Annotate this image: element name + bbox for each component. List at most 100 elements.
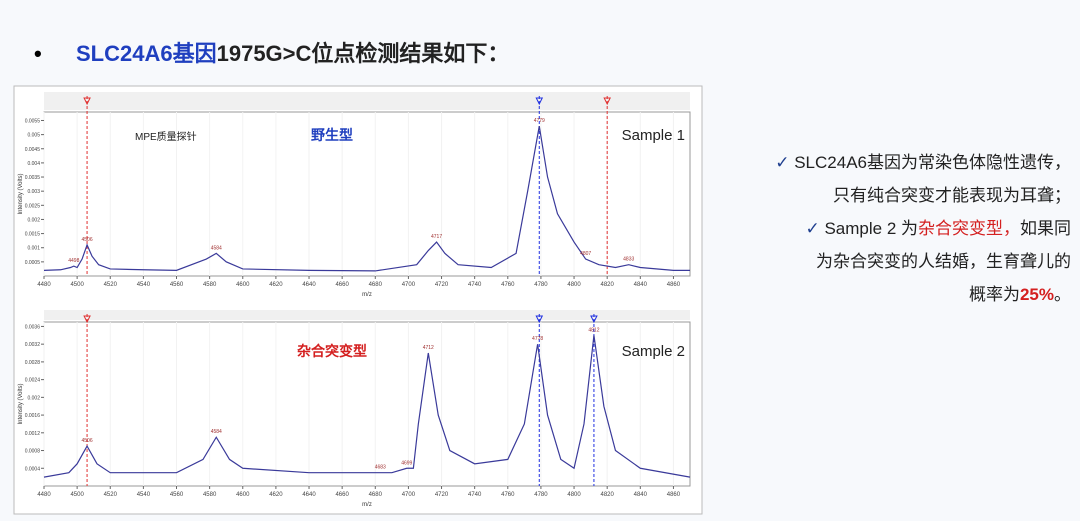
x-tick-label: 4680 <box>369 492 383 498</box>
peak-label: 4779 <box>534 118 545 124</box>
note-text: 如果同 <box>1020 219 1071 238</box>
x-tick-label: 4500 <box>70 282 84 288</box>
y-tick-label: 0.002 <box>27 395 40 401</box>
plot-area <box>43 111 691 277</box>
x-tick-label: 4760 <box>501 492 515 498</box>
y-tick-label: 0.0004 <box>25 466 41 472</box>
x-tick-label: 4680 <box>369 282 383 288</box>
peak-label: 4778 <box>532 336 543 342</box>
annotation: 杂合突变型 <box>297 343 367 359</box>
marker-head <box>590 315 598 324</box>
y-tick-label: 0.0035 <box>25 175 41 181</box>
x-tick-label: 4580 <box>203 492 217 498</box>
plot-area <box>43 321 691 487</box>
marker-head <box>535 315 544 324</box>
x-tick-label: 4520 <box>104 492 118 498</box>
peak-label: 4506 <box>82 237 93 243</box>
y-tick-label: 0.0024 <box>25 378 41 384</box>
x-tick-label: 4840 <box>634 492 648 498</box>
x-axis-label: m/z <box>362 292 372 298</box>
x-tick-label: 4540 <box>137 492 151 498</box>
peak-label: 4584 <box>211 245 222 251</box>
peak-label: 4584 <box>211 429 222 435</box>
x-tick-label: 4500 <box>70 492 84 498</box>
note-line: ✓ Sample 2 为杂合突变型，如果同 <box>745 212 1071 245</box>
x-tick-label: 4660 <box>335 282 349 288</box>
x-tick-label: 4700 <box>402 492 416 498</box>
y-tick-label: 0.001 <box>27 246 40 252</box>
annotation: Sample 1 <box>622 127 685 144</box>
y-tick-label: 0.0032 <box>25 342 41 348</box>
note-line: ✓ SLC24A6基因为常染色体隐性遗传， <box>745 146 1071 179</box>
annotation: Sample 2 <box>622 343 685 360</box>
y-tick-label: 0.003 <box>27 189 40 195</box>
slide-title: • SLC24A6基因1975G>C位点检测结果如下： <box>34 36 509 68</box>
peak-label: 4712 <box>423 345 434 351</box>
x-tick-label: 4600 <box>236 492 250 498</box>
x-tick-label: 4760 <box>501 282 515 288</box>
x-tick-label: 4800 <box>567 282 581 288</box>
y-tick-label: 0.0008 <box>25 449 41 455</box>
annotation: 野生型 <box>311 127 353 143</box>
note-line: 只有纯合突变才能表现为耳聋； <box>745 179 1071 212</box>
peak-label: 4506 <box>82 438 93 444</box>
note-text: Sample 2 为 <box>824 219 918 238</box>
peak-label: 4812 <box>588 327 599 333</box>
marker-strip <box>44 92 690 110</box>
x-tick-label: 4640 <box>302 492 316 498</box>
x-tick-label: 4620 <box>269 492 283 498</box>
x-tick-label: 4740 <box>468 492 482 498</box>
note-line: 概率为25%。 <box>745 278 1071 311</box>
title-part: 1975G>C位点检测结果如下： <box>216 41 510 66</box>
x-tick-label: 4820 <box>600 492 614 498</box>
x-tick-label: 4620 <box>269 282 283 288</box>
x-tick-label: 4640 <box>302 282 316 288</box>
y-tick-label: 0.0036 <box>25 324 41 330</box>
x-tick-label: 4520 <box>104 282 118 288</box>
y-tick-label: 0.005 <box>27 133 40 139</box>
note-text: 。 <box>1054 285 1071 304</box>
bullet: • <box>34 41 42 66</box>
note-text: 为杂合突变的人结婚，生育聋儿的 <box>816 252 1071 271</box>
x-tick-label: 4480 <box>37 492 51 498</box>
x-tick-label: 4560 <box>170 492 184 498</box>
peak-label: 4699 <box>401 460 412 466</box>
x-tick-label: 4780 <box>534 282 548 288</box>
note-text: 只有纯合突变才能表现为耳聋； <box>833 186 1071 205</box>
x-tick-label: 4840 <box>634 282 648 288</box>
y-tick-label: 0.002 <box>27 217 40 223</box>
marker-head <box>603 97 611 106</box>
y-tick-label: 0.0012 <box>25 431 41 437</box>
x-tick-label: 4600 <box>236 282 250 288</box>
marker-strip <box>44 310 690 320</box>
x-tick-label: 4580 <box>203 282 217 288</box>
x-tick-label: 4820 <box>600 282 614 288</box>
marker-head <box>83 97 91 106</box>
peak-label: 4498 <box>68 258 79 264</box>
y-axis-label: Intensity (Volts) <box>18 383 24 424</box>
x-tick-label: 4740 <box>468 282 482 288</box>
x-tick-label: 4780 <box>534 492 548 498</box>
note-line: 为杂合突变的人结婚，生育聋儿的 <box>745 245 1071 278</box>
x-tick-label: 4700 <box>402 282 416 288</box>
marker-head <box>83 315 91 324</box>
x-tick-label: 4860 <box>667 282 681 288</box>
x-tick-label: 4540 <box>137 282 151 288</box>
y-tick-label: 0.004 <box>27 161 40 167</box>
note-text: SLC24A6基因为常染色体隐性遗传， <box>794 153 1071 172</box>
x-tick-label: 4720 <box>435 492 449 498</box>
x-tick-label: 4660 <box>335 492 349 498</box>
y-tick-label: 0.0025 <box>25 203 41 209</box>
note-text: ✓ <box>805 219 825 238</box>
x-tick-label: 4800 <box>567 492 581 498</box>
title-part: SLC24A6基因 <box>76 41 217 66</box>
spectrum-line <box>43 126 690 272</box>
spectrum-line <box>43 335 691 478</box>
marker-head <box>535 97 544 106</box>
note-text: ✓ <box>775 153 795 172</box>
x-tick-label: 4560 <box>170 282 184 288</box>
x-axis-label: m/z <box>362 502 372 508</box>
x-tick-label: 4860 <box>667 492 681 498</box>
